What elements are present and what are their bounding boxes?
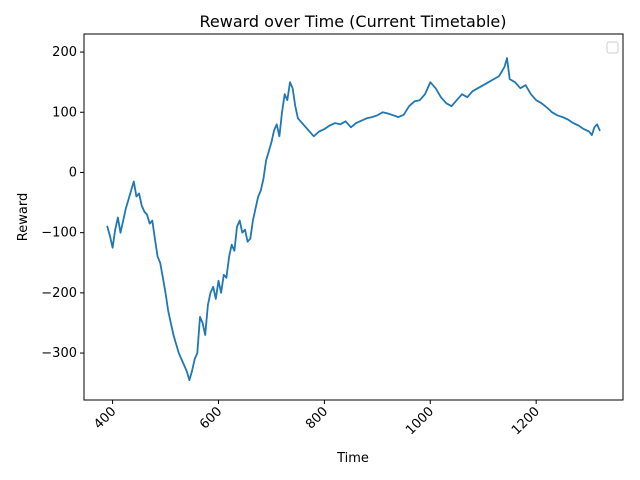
reward-series-line [106, 57, 601, 382]
y-tick-label: −200 [41, 286, 77, 301]
axes-frame [83, 33, 624, 401]
y-tick-label: −100 [41, 226, 77, 241]
y-tick-label: −300 [41, 346, 77, 361]
y-tick-label: 100 [52, 105, 77, 120]
y-tick-label: 0 [69, 165, 77, 180]
x-axis-label: Time [336, 451, 369, 466]
y-axis-label: Reward [16, 193, 31, 241]
y-tick-label: 200 [52, 45, 77, 60]
chart-title: Reward over Time (Current Timetable) [199, 12, 506, 31]
y-axis-ticks: −300 −200 −100 0 100 200 [41, 45, 84, 361]
plot-area [106, 57, 601, 382]
legend-box [606, 41, 619, 54]
